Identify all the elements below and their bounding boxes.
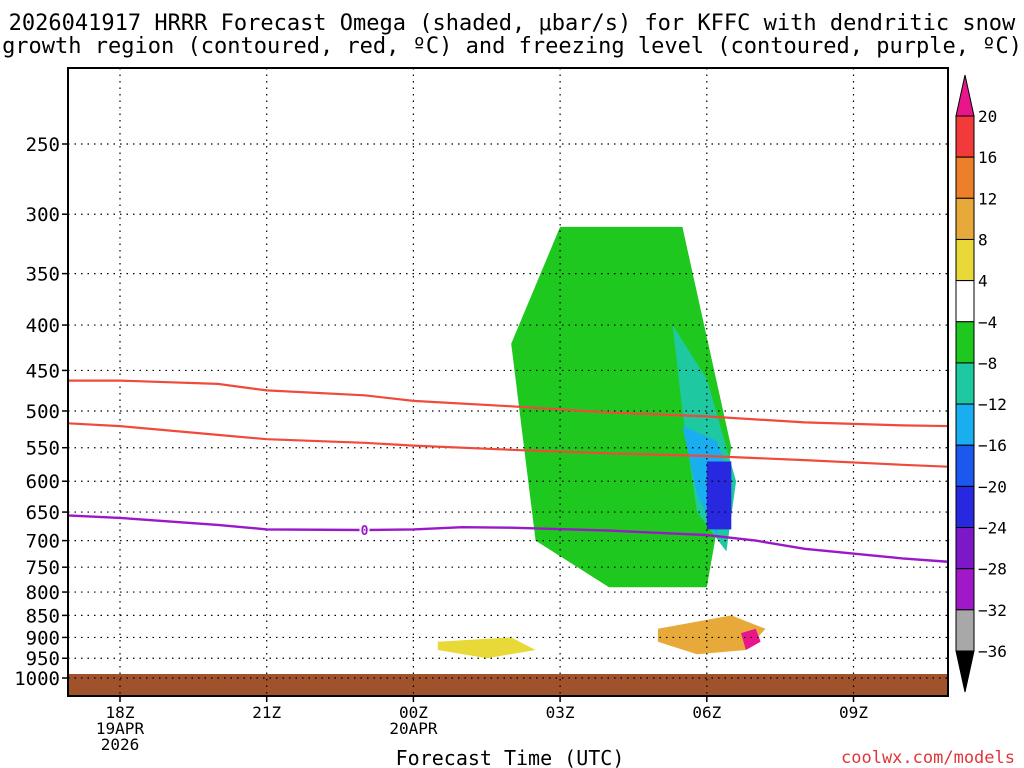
colorbar-bottom-arrow — [955, 650, 975, 693]
y-tick-label-650: 650 — [26, 502, 60, 524]
colorbar-segment-3 — [955, 238, 975, 282]
y-tick-label-300: 300 — [26, 204, 60, 226]
colorbar-label-10: −24 — [978, 519, 1007, 538]
y-tick-label-450: 450 — [26, 360, 60, 382]
x-axis-label: Forecast Time (UTC) — [396, 746, 625, 768]
colorbar-segment-10 — [955, 527, 975, 570]
dgz-contour-0 — [68, 379, 948, 428]
colorbar-label-5: −4 — [978, 313, 997, 332]
grid-lines — [68, 68, 948, 696]
y-tick-label-900: 900 — [26, 627, 60, 649]
y-tick-label-1000: 1000 — [14, 668, 60, 690]
x-tick-label-06Z-0: 06Z — [692, 703, 721, 722]
y-tick-label-350: 350 — [26, 264, 60, 286]
y-tick-label-550: 550 — [26, 438, 60, 460]
y-axis: 2503003504004505005506006507007508008509… — [14, 134, 68, 690]
colorbar-segment-9 — [955, 485, 975, 529]
x-tick-label-00Z-1: 20APR — [389, 719, 438, 738]
ground-surface — [68, 674, 948, 696]
credit-link[interactable]: coolwx.com/models — [841, 748, 1015, 768]
omega-region-2 — [437, 637, 536, 659]
colorbar-legend: 20 16 12 8 4 −4 −8 −12 −16 −20 −24 −28 −32 −36 — [955, 74, 1007, 693]
y-tick-label-400: 400 — [26, 315, 60, 337]
x-tick-label-21Z-0: 21Z — [252, 703, 281, 722]
x-tick-label-18Z-2: 2026 — [101, 735, 140, 754]
colorbar-label-13: −36 — [978, 642, 1007, 661]
y-tick-label-700: 700 — [26, 531, 60, 553]
omega-region-8 — [741, 628, 761, 650]
colorbar-label-1: 16 — [978, 148, 997, 167]
y-tick-label-750: 750 — [26, 557, 60, 579]
omega-region-6 — [706, 461, 732, 530]
colorbar-segment-7 — [955, 403, 975, 446]
x-tick-label-03Z-0: 03Z — [546, 703, 575, 722]
freezing-level-label: 0 — [361, 524, 369, 539]
x-tick-label-00Z-0: 00Z — [399, 703, 428, 722]
colorbar-label-12: −32 — [978, 601, 1007, 620]
omega-region-3 — [511, 226, 732, 588]
x-tick-label-09Z-0: 09Z — [839, 703, 868, 722]
colorbar-label-0: 20 — [978, 107, 997, 126]
colorbar-segment-1 — [955, 156, 975, 199]
dgz-contour-1 — [68, 422, 948, 468]
contour-lines: 0 — [68, 379, 948, 563]
colorbar-label-11: −28 — [978, 560, 1007, 579]
y-tick-label-950: 950 — [26, 648, 60, 670]
colorbar-segment-11 — [955, 568, 975, 611]
colorbar-label-9: −20 — [978, 477, 1007, 496]
plot-frame — [67, 67, 949, 697]
colorbar-segment-12 — [955, 609, 975, 652]
colorbar-segment-0 — [955, 115, 975, 158]
omega-region-0 — [491, 68, 948, 425]
y-tick-label-500: 500 — [26, 401, 60, 423]
y-tick-label-800: 800 — [26, 582, 60, 604]
colorbar-segment-8 — [955, 444, 975, 487]
y-tick-label-250: 250 — [26, 134, 60, 156]
colorbar-segment-4 — [955, 280, 975, 323]
colorbar-segment-6 — [955, 362, 975, 405]
chart-title-line2: growth region (contoured, red, ºC) and f… — [2, 34, 1022, 59]
colorbar-label-2: 12 — [978, 189, 997, 208]
colorbar-label-3: 8 — [978, 230, 988, 249]
y-tick-label-850: 850 — [26, 605, 60, 627]
colorbar-label-6: −8 — [978, 354, 997, 373]
chart-title-line1: 2026041917 HRRR Forecast Omega (shaded, … — [9, 11, 1016, 36]
x-tick-label-18Z-0: 18Z — [106, 703, 135, 722]
colorbar-label-4: 4 — [978, 272, 988, 291]
omega-region-7 — [657, 615, 766, 655]
colorbar-label-7: −12 — [978, 395, 1007, 414]
colorbar-segment-2 — [955, 197, 975, 240]
freezing-level-contour — [68, 514, 948, 563]
colorbar-segment-5 — [955, 321, 975, 364]
y-tick-label-600: 600 — [26, 471, 60, 493]
colorbar-label-8: −16 — [978, 436, 1007, 455]
x-tick-label-18Z-1: 19APR — [96, 719, 145, 738]
